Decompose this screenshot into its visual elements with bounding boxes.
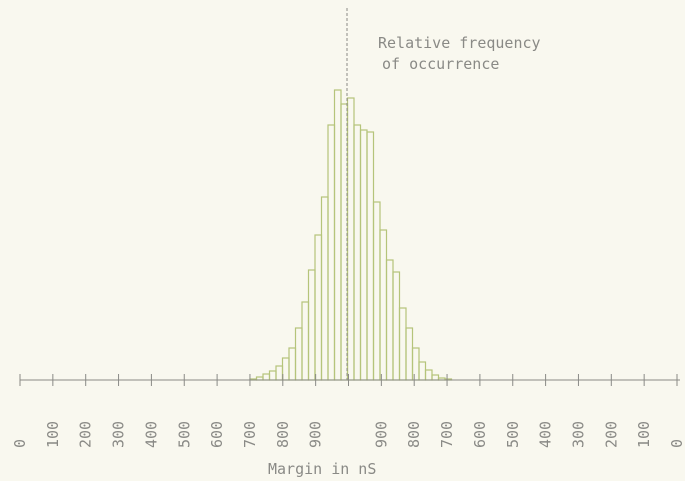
- chart-title-line-1: Relative frequency: [378, 34, 541, 52]
- x-tick-label-20: 0: [668, 439, 685, 448]
- histogram-bar-25: [411, 347, 420, 381]
- histogram-bar-5: [281, 357, 290, 381]
- x-tick-label-14: 600: [471, 421, 489, 448]
- histogram-bar-11: [320, 196, 329, 381]
- x-axis-ticks: [19, 374, 678, 386]
- x-tick-label-1: 100: [44, 421, 62, 448]
- histogram-bar-9: [307, 269, 316, 381]
- x-tick-label-7: 700: [241, 421, 259, 448]
- x-tick-label-8: 800: [274, 421, 292, 448]
- chart-title-line-2: of occurrence: [382, 55, 499, 73]
- x-tick-label-12: 800: [405, 421, 423, 448]
- histogram-bar-22: [392, 271, 401, 381]
- histogram-bar-28: [431, 374, 440, 381]
- histogram-bars: [249, 89, 453, 381]
- histogram-bar-6: [288, 347, 297, 381]
- x-tick-label-5: 500: [175, 421, 193, 448]
- x-tick-label-3: 300: [110, 421, 128, 448]
- x-tick-label-17: 300: [569, 421, 587, 448]
- x-tick-label-19: 100: [635, 421, 653, 448]
- x-tick-label-0: 0: [11, 439, 29, 448]
- histogram-bar-8: [301, 301, 310, 381]
- x-tick-label-15: 500: [504, 421, 522, 448]
- histogram-bar-10: [314, 234, 323, 381]
- histogram-bar-7: [294, 327, 303, 381]
- x-axis-tick-labels: 0 100 200 300 400 500 600 700 800 900 900 800 700 600…: [11, 421, 685, 448]
- x-tick-label-4: 400: [142, 421, 160, 448]
- histogram-bar-19: [372, 201, 381, 381]
- histogram-bar-26: [418, 361, 427, 381]
- histogram-bar-16: [353, 124, 362, 381]
- x-tick-label-2: 200: [77, 421, 95, 448]
- x-tick-label-16: 400: [537, 421, 555, 448]
- histogram-bar-15: [346, 97, 355, 381]
- histogram-bar-4: [275, 365, 284, 381]
- histogram-bar-24: [405, 327, 414, 381]
- histogram-bar-12: [327, 124, 336, 381]
- histogram-bar-20: [379, 229, 388, 381]
- x-tick-label-13: 700: [438, 421, 456, 448]
- x-tick-label-9: 900: [307, 421, 325, 448]
- histogram-bar-3: [268, 370, 277, 381]
- histogram-bar-17: [359, 129, 368, 381]
- histogram-bar-13: [333, 89, 342, 381]
- histogram-bar-27: [424, 369, 433, 381]
- histogram-bar-23: [398, 307, 407, 381]
- x-axis-label: Margin in nS: [268, 460, 376, 478]
- histogram-bar-21: [385, 259, 394, 381]
- x-tick-label-6: 600: [208, 421, 226, 448]
- x-tick-label-18: 200: [602, 421, 620, 448]
- histogram-bar-2: [262, 373, 271, 381]
- histogram-bar-18: [366, 131, 375, 381]
- x-tick-label-11: 900: [372, 421, 390, 448]
